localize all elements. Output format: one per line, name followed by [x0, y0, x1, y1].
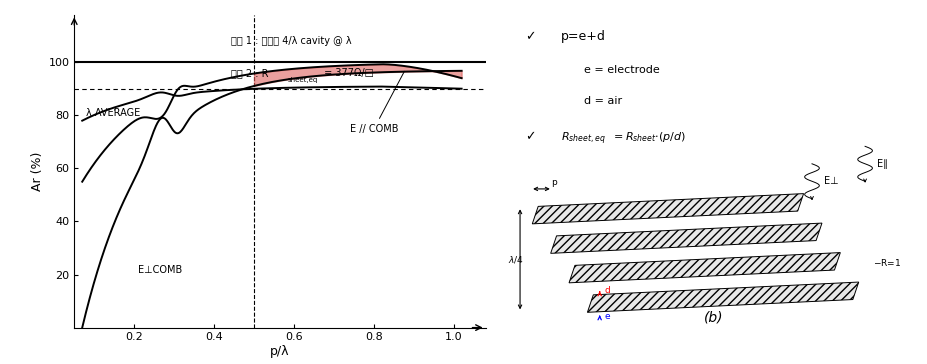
Text: = 377Ω/□: = 377Ω/□ [321, 68, 374, 78]
Text: E⊥COMB: E⊥COMB [138, 265, 183, 274]
Text: λ AVERAGE: λ AVERAGE [86, 108, 140, 118]
Text: d = air: d = air [584, 96, 622, 106]
Text: E∥: E∥ [876, 159, 887, 169]
Text: ✓: ✓ [525, 30, 536, 43]
Text: p=e+d: p=e+d [560, 30, 605, 43]
Text: e: e [603, 312, 610, 321]
Text: $R_{sheet,eq}$  $= R_{sheet}$$\cdot (p/d)$: $R_{sheet,eq}$ $= R_{sheet}$$\cdot (p/d)… [560, 130, 685, 147]
Text: sheet,eq: sheet,eq [287, 77, 318, 83]
Text: 가정 2 : R: 가정 2 : R [230, 68, 268, 78]
Text: E⊥: E⊥ [823, 176, 838, 186]
Polygon shape [568, 253, 840, 283]
X-axis label: p/λ: p/λ [270, 345, 289, 358]
Text: $\lambda$/4: $\lambda$/4 [507, 254, 523, 265]
Text: (b): (b) [703, 310, 722, 324]
Text: p: p [551, 178, 556, 187]
Text: $-$R=1: $-$R=1 [872, 257, 900, 268]
Text: E // COMB: E // COMB [349, 71, 404, 134]
Text: d: d [603, 286, 610, 296]
Y-axis label: Ar (%): Ar (%) [32, 151, 44, 191]
Polygon shape [587, 282, 857, 312]
Text: e = electrode: e = electrode [584, 65, 659, 75]
Polygon shape [532, 194, 803, 224]
Text: ✓: ✓ [525, 130, 536, 143]
Text: 가정 1 : 고정된 4/λ cavity @ λ: 가정 1 : 고정된 4/λ cavity @ λ [230, 36, 350, 47]
Polygon shape [550, 223, 821, 253]
